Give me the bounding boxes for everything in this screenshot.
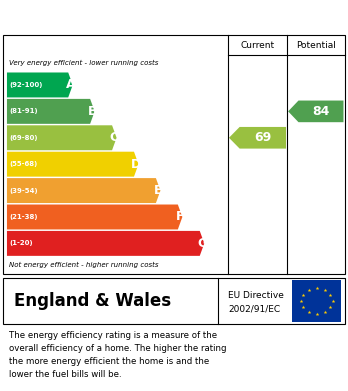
- Text: C: C: [110, 131, 119, 144]
- Text: F: F: [176, 210, 184, 224]
- Text: E: E: [154, 184, 163, 197]
- Text: The energy efficiency rating is a measure of the
overall efficiency of a home. T: The energy efficiency rating is a measur…: [9, 331, 226, 379]
- Text: D: D: [131, 158, 141, 171]
- Text: (21-38): (21-38): [10, 214, 38, 220]
- Polygon shape: [7, 204, 182, 230]
- Text: 84: 84: [312, 105, 330, 118]
- Polygon shape: [7, 125, 117, 150]
- Polygon shape: [7, 231, 204, 256]
- Text: Energy Efficiency Rating: Energy Efficiency Rating: [7, 9, 217, 24]
- Text: (81-91): (81-91): [10, 108, 38, 114]
- Text: A: A: [66, 79, 75, 91]
- Text: England & Wales: England & Wales: [14, 292, 171, 310]
- Polygon shape: [288, 100, 343, 122]
- Text: Very energy efficient - lower running costs: Very energy efficient - lower running co…: [9, 60, 158, 66]
- Text: (92-100): (92-100): [10, 82, 43, 88]
- Text: (1-20): (1-20): [10, 240, 33, 246]
- Polygon shape: [7, 152, 139, 177]
- Text: 2002/91/EC: 2002/91/EC: [228, 304, 280, 313]
- Polygon shape: [7, 72, 73, 97]
- Text: G: G: [197, 237, 207, 250]
- Text: (39-54): (39-54): [10, 188, 38, 194]
- Text: Not energy efficient - higher running costs: Not energy efficient - higher running co…: [9, 262, 158, 268]
- Bar: [292, 280, 341, 322]
- Text: B: B: [88, 105, 97, 118]
- Text: (69-80): (69-80): [10, 135, 38, 141]
- Text: 69: 69: [254, 131, 271, 144]
- Text: (55-68): (55-68): [10, 161, 38, 167]
- Polygon shape: [7, 178, 160, 203]
- Polygon shape: [229, 127, 286, 149]
- Polygon shape: [7, 99, 95, 124]
- Text: EU Directive: EU Directive: [228, 291, 284, 300]
- Text: Potential: Potential: [296, 41, 336, 50]
- Text: Current: Current: [240, 41, 275, 50]
